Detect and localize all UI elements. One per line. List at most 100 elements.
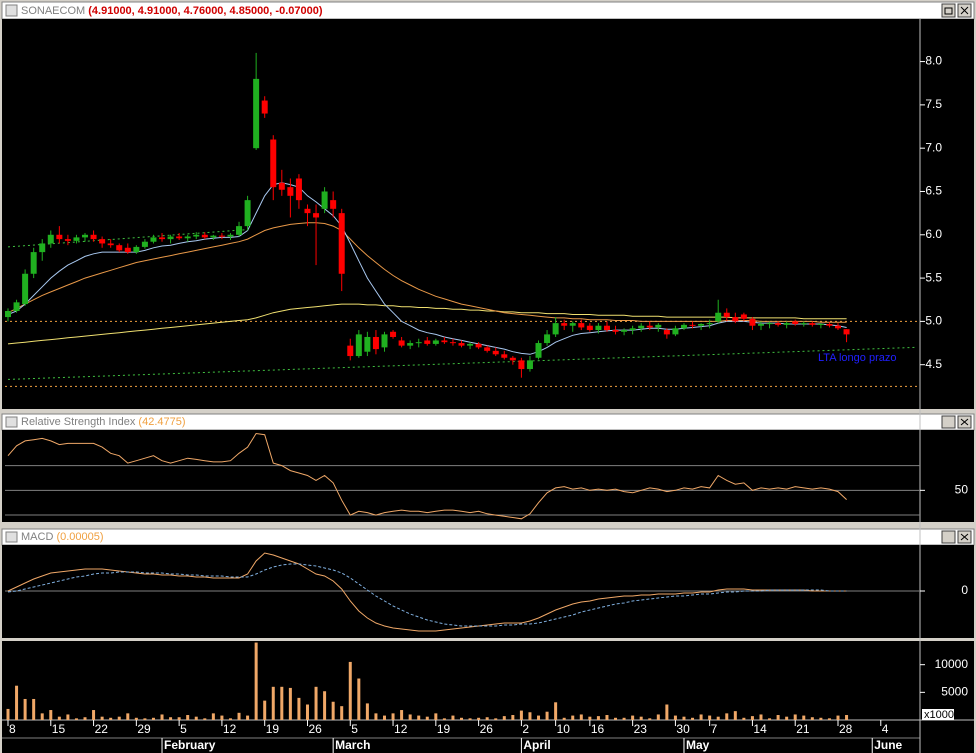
x-tick-label: 23 [634,722,648,736]
volume-bar [40,713,44,720]
volume-bar [793,714,797,720]
volume-bar [15,685,19,720]
volume-bar [280,686,284,720]
candle-body [415,342,422,344]
title-bar [1,528,975,546]
candle-body [578,323,585,328]
candle-body [526,360,533,370]
volume-bar [460,717,464,720]
candle-body [569,323,576,326]
volume-bar [331,701,335,720]
panel-title: SONAECOM (4.91000, 4.91000, 4.76000, 4.8… [21,5,323,17]
restore-button[interactable] [941,415,956,429]
volume-bar [23,698,27,720]
volume-bar [211,713,215,720]
candle-body [646,325,653,328]
close-icon [960,418,969,426]
x-tick-label: 2 [522,722,529,736]
restore-button[interactable] [941,3,956,18]
candle-body [732,317,739,322]
volume-bar [374,713,378,720]
candle-body [99,239,106,244]
month-label: May [686,738,710,752]
x-tick-label: 12 [223,722,237,736]
series-line [7,182,847,355]
candle-body [64,239,71,241]
volume-bar [605,715,609,720]
series-line [7,303,847,345]
unit-box [922,709,954,720]
unit-label: x1000 [924,709,954,721]
panel-icon [5,531,18,543]
volume-bar [571,715,575,720]
x-tick-label: 26 [480,722,494,736]
panel-title-text: Relative Strength Index [21,416,136,428]
candle-body [638,325,645,329]
candle-body [261,100,268,114]
volume-bar [639,716,643,720]
x-tick-label: 5 [180,722,187,736]
candle-body [381,334,388,348]
candle-body [749,318,756,326]
restore-button[interactable] [941,530,956,544]
volume-bar [477,717,481,720]
candle-body [655,324,662,328]
volume-bar [845,715,849,720]
candle-body [586,325,593,331]
volume-bar [810,717,814,720]
volume-bar [742,717,746,720]
volume-bar [750,716,754,720]
volume-bar [408,714,412,720]
volume-bar [271,686,275,720]
volume-bar [673,715,677,720]
volume-bar [32,698,36,720]
candle-body [826,323,833,326]
candle-body [73,237,80,241]
volume-bar [425,716,429,720]
x-tick-label: 22 [95,722,109,736]
candle-body [313,213,320,218]
volume-bar [519,710,523,720]
candle-body [612,330,619,332]
volume-bar [827,718,831,720]
candle-body [90,234,97,240]
volume-bar [554,702,558,720]
candle-body [680,324,687,329]
close-icon [960,6,969,15]
volume-bar [340,706,344,720]
y-tick-label: 5000 [941,685,968,699]
panel-title-values: (42.4775) [138,416,185,428]
panel-title: MACD (0.00005) [21,531,104,543]
candle-body [843,329,850,335]
volume-bar [579,714,583,720]
volume-bar [562,717,566,720]
x-tick-label: 26 [308,722,322,736]
candle-body [432,340,439,344]
volume-bar [528,712,532,720]
y-tick-label: 5.5 [925,270,942,284]
x-tick-label: 14 [753,722,767,736]
candle-body [278,182,285,190]
candle-body [552,323,559,335]
volume-bar [169,717,173,720]
series-line [7,432,847,520]
x-tick-label: 21 [796,722,810,736]
volume-bar [357,678,361,720]
candle-body [663,330,670,335]
volume-bar [297,697,301,720]
volume-bar [314,686,318,720]
volume-bar [49,710,53,720]
plot-area [2,641,974,753]
month-label: March [335,738,370,752]
candle-body [715,312,722,322]
candle-body [518,360,525,370]
volume-bar [494,718,498,720]
restore-icon [944,7,953,15]
volume-bar [434,713,438,720]
close-icon [960,533,969,541]
x-tick-label: 4 [882,722,889,736]
candle-body [47,234,54,244]
panel-icon [5,4,18,17]
y-tick-label: 50 [955,483,969,497]
x-tick-label: 10 [557,722,571,736]
